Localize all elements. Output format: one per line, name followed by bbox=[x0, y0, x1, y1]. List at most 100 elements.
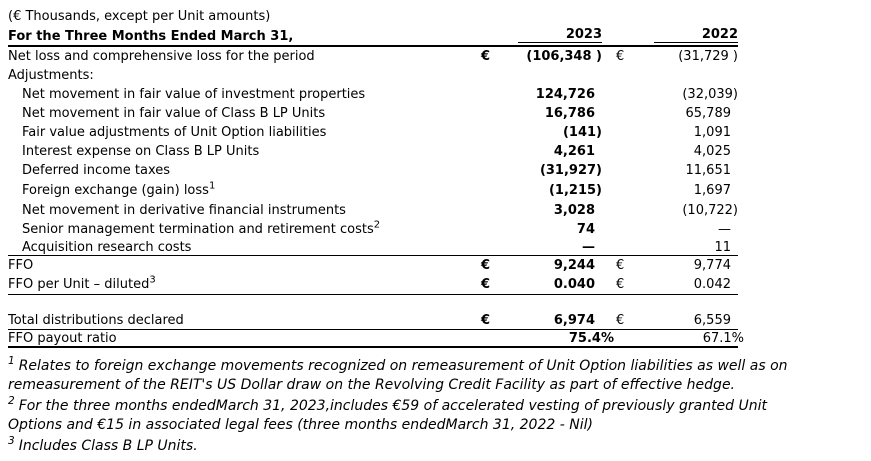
value-2022: 67.1% bbox=[702, 330, 744, 346]
value-2023: (141) bbox=[562, 125, 602, 140]
table-rows: Net loss and comprehensive loss for the … bbox=[8, 47, 744, 348]
value-2023: 9,244 bbox=[553, 258, 595, 273]
row-label-cell: FFO bbox=[8, 258, 481, 273]
value-2022: 11 bbox=[714, 240, 731, 255]
table-row: FFO per Unit – diluted3 € 0.040 € 0.042 bbox=[8, 275, 738, 295]
row-label: Total distributions declared bbox=[8, 312, 184, 328]
table-row: FFO payout ratio 75.4% 67.1% bbox=[8, 330, 744, 348]
value-2023: 0.040 bbox=[553, 277, 595, 292]
table-row: Adjustments: bbox=[8, 66, 738, 85]
footnote-1-marker: 1 bbox=[8, 355, 15, 368]
row-label-superscript: 2 bbox=[373, 219, 381, 231]
row-label: Fair value adjustments of Unit Option li… bbox=[22, 125, 327, 140]
row-label-cell: Adjustments: bbox=[8, 68, 481, 83]
footnote-1: 1 Relates to foreign exchange movements r… bbox=[8, 355, 864, 395]
row-label: Deferred income taxes bbox=[22, 163, 171, 178]
row-label: Net loss and comprehensive loss for the … bbox=[8, 49, 315, 64]
value-2023: 4,261 bbox=[553, 144, 595, 159]
row-label-cell: Interest expense on Class B LP Units bbox=[8, 144, 481, 159]
currency-symbol-2023: € bbox=[481, 258, 491, 273]
table-row: Net movement in fair value of Class B LP… bbox=[8, 104, 738, 123]
table-row: Fair value adjustments of Unit Option li… bbox=[8, 123, 738, 142]
table-header-row: For the Three Months Ended March 31, 202… bbox=[8, 26, 738, 47]
row-label: FFO per Unit – diluted bbox=[8, 277, 150, 292]
row-label-cell: Net movement in derivative financial ins… bbox=[8, 203, 481, 218]
table-caption: (€ Thousands, except per Unit amounts) bbox=[8, 9, 271, 24]
currency-symbol-2022: € bbox=[616, 312, 625, 328]
value-2022: 1,697 bbox=[693, 183, 731, 198]
table-header-label: For the Three Months Ended March 31, bbox=[8, 29, 294, 44]
row-label-superscript: 3 bbox=[149, 274, 156, 286]
row-label-superscript: 1 bbox=[208, 180, 216, 192]
value-2022: — bbox=[718, 222, 731, 237]
row-label: Acquisition research costs bbox=[22, 240, 192, 255]
footnote-2: 2 For the three months endedMarch 31, 202… bbox=[8, 395, 864, 435]
value-2023: 6,974 bbox=[553, 312, 595, 328]
currency-symbol-2022: € bbox=[616, 49, 625, 64]
row-label-cell: FFO payout ratio bbox=[8, 331, 493, 346]
table-row: Acquisition research costs — 11 bbox=[8, 240, 738, 256]
row-label-cell: Senior management termination and retire… bbox=[8, 219, 481, 237]
table-row: Senior management termination and retire… bbox=[8, 219, 738, 240]
table-row: Foreign exchange (gain) loss1 (1,215) 1,… bbox=[8, 180, 738, 201]
value-2022: 1,091 bbox=[693, 125, 731, 140]
currency-symbol-2023: € bbox=[481, 312, 491, 328]
row-label-cell: Net movement in fair value of Class B LP… bbox=[8, 106, 481, 121]
row-label-cell: Total distributions declared bbox=[8, 313, 481, 328]
footnote-1-text: Relates to foreign exchange movements re… bbox=[8, 358, 788, 393]
value-2023: 3,028 bbox=[553, 202, 595, 218]
column-header-2022: 2022 bbox=[654, 27, 738, 43]
value-2022: 6,559 bbox=[693, 312, 731, 328]
value-2022: 11,651 bbox=[685, 163, 732, 178]
value-2022: 9,774 bbox=[693, 258, 731, 273]
row-label: Net movement in derivative financial ins… bbox=[22, 202, 346, 218]
table-row: Interest expense on Class B LP Units 4,2… bbox=[8, 142, 738, 161]
row-label: Net movement in fair value of investment… bbox=[22, 87, 366, 102]
row-label-cell: Net movement in fair value of investment… bbox=[8, 87, 481, 102]
row-label-cell: FFO per Unit – diluted3 bbox=[8, 274, 481, 292]
value-2022: (32,039) bbox=[682, 87, 738, 102]
value-2023: 75.4% bbox=[568, 330, 614, 346]
value-2022: 0.042 bbox=[693, 277, 731, 292]
row-label-cell: Acquisition research costs bbox=[8, 240, 481, 255]
table-row: Net movement in fair value of investment… bbox=[8, 85, 738, 104]
table-row: Deferred income taxes (31,927) 11,651 bbox=[8, 161, 738, 180]
column-header-2023: 2023 bbox=[518, 27, 602, 43]
value-2022: (10,722) bbox=[682, 202, 738, 218]
value-2023: (106,348 ) bbox=[526, 49, 602, 64]
value-2022: 4,025 bbox=[693, 144, 731, 159]
value-2022: (31,729 ) bbox=[678, 49, 738, 64]
row-label: Adjustments: bbox=[8, 68, 94, 83]
row-label: Senior management termination and retire… bbox=[22, 222, 374, 237]
value-2022: 65,789 bbox=[685, 106, 732, 121]
footnote-2-marker: 2 bbox=[8, 395, 15, 408]
row-label-cell: Net loss and comprehensive loss for the … bbox=[8, 49, 481, 64]
value-2023: 124,726 bbox=[535, 87, 595, 102]
row-label: FFO bbox=[8, 258, 34, 273]
row-label-cell: Fair value adjustments of Unit Option li… bbox=[8, 125, 481, 140]
table-row: Net movement in derivative financial ins… bbox=[8, 201, 738, 219]
footnotes: 1 Relates to foreign exchange movements r… bbox=[8, 355, 864, 458]
value-2023: 74 bbox=[576, 222, 595, 237]
footnote-3: 3 Includes Class B LP Units. bbox=[8, 436, 864, 456]
row-label: FFO payout ratio bbox=[8, 330, 117, 346]
column-header-cell-2022: 2022 bbox=[616, 27, 738, 45]
currency-symbol-2023: € bbox=[481, 49, 491, 64]
footnote-3-text: Includes Class B LP Units. bbox=[18, 438, 198, 454]
value-2023: — bbox=[582, 240, 595, 255]
row-label: Interest expense on Class B LP Units bbox=[22, 144, 260, 159]
table-row bbox=[8, 295, 738, 311]
currency-symbol-2022: € bbox=[616, 258, 625, 273]
table-row: Total distributions declared € 6,974 € 6… bbox=[8, 311, 738, 330]
row-label: Net movement in fair value of Class B LP… bbox=[22, 106, 326, 121]
value-2023: (31,927) bbox=[539, 163, 602, 178]
row-label-cell: Deferred income taxes bbox=[8, 163, 481, 178]
column-header-cell-2023: 2023 bbox=[481, 27, 602, 45]
ffo-reconciliation-table: (€ Thousands, except per Unit amounts) F… bbox=[8, 8, 744, 348]
currency-symbol-2022: € bbox=[616, 277, 625, 292]
value-2023: (1,215) bbox=[548, 183, 602, 198]
row-label-cell: Foreign exchange (gain) loss1 bbox=[8, 180, 481, 198]
currency-symbol-2023: € bbox=[481, 277, 491, 292]
footnote-2-text: For the three months endedMarch 31, 2023… bbox=[8, 398, 768, 433]
